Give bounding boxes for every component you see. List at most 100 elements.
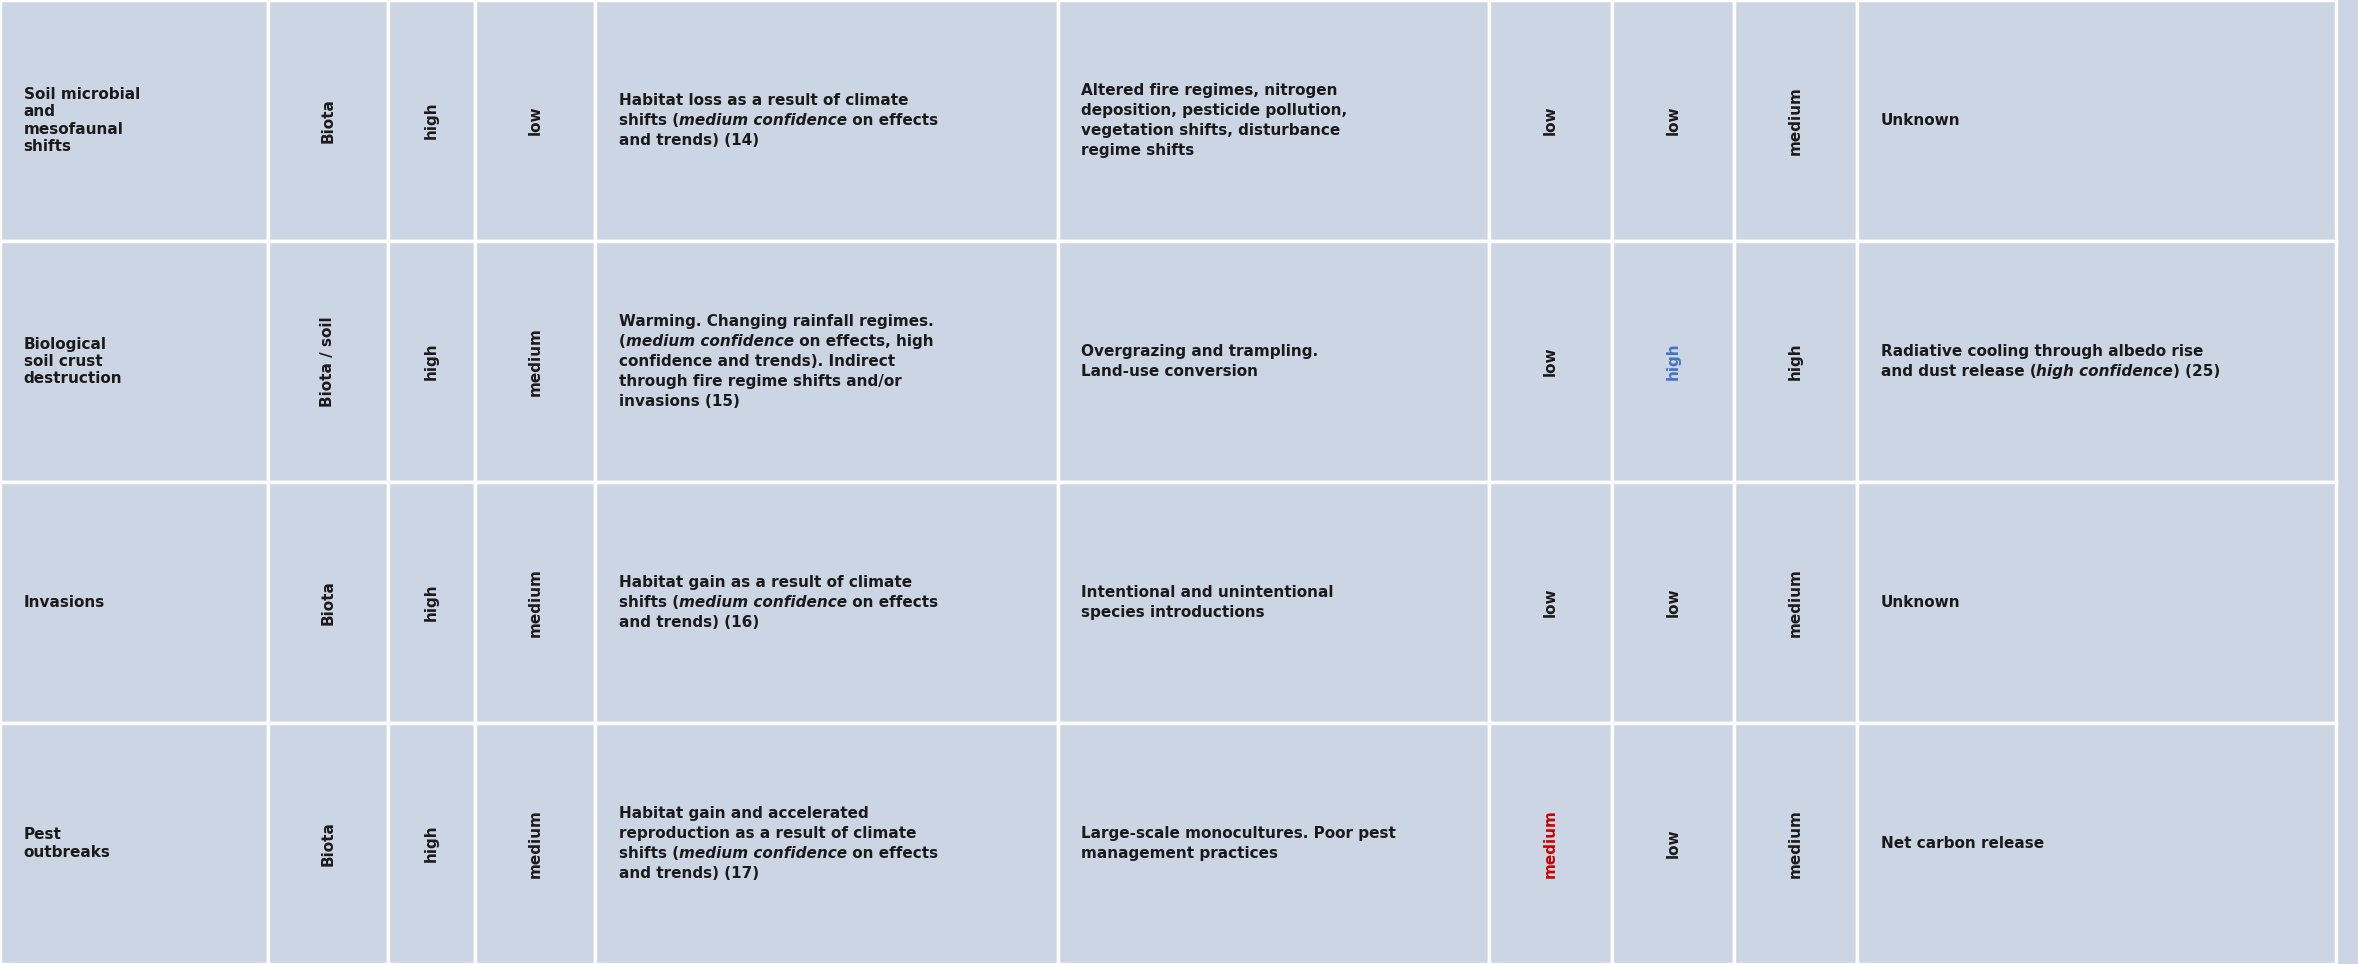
Bar — [387, 241, 476, 482]
Text: on effects: on effects — [847, 113, 938, 128]
Text: high: high — [424, 583, 439, 622]
Bar — [387, 482, 476, 723]
Text: medium confidence: medium confidence — [625, 334, 795, 349]
Text: low: low — [1665, 588, 1681, 617]
Bar — [1735, 241, 1858, 482]
Text: Intentional and unintentional: Intentional and unintentional — [1080, 585, 1335, 600]
Text: medium confidence: medium confidence — [679, 595, 847, 610]
Bar — [266, 723, 387, 964]
Text: shifts (: shifts ( — [618, 595, 679, 610]
Text: Biota: Biota — [321, 580, 335, 625]
Bar — [476, 482, 594, 723]
Bar — [594, 0, 1059, 241]
Text: Large-scale monocultures. Poor pest: Large-scale monocultures. Poor pest — [1080, 826, 1396, 841]
Text: Biological
soil crust
destruction: Biological soil crust destruction — [24, 336, 123, 387]
Bar — [594, 241, 1059, 482]
Text: medium: medium — [1787, 86, 1804, 155]
Text: Radiative cooling through albedo rise: Radiative cooling through albedo rise — [1882, 344, 2202, 359]
Text: Overgrazing and trampling.: Overgrazing and trampling. — [1080, 344, 1318, 359]
Text: Habitat gain and accelerated: Habitat gain and accelerated — [618, 806, 868, 820]
Bar — [476, 241, 594, 482]
Text: and trends) (16): and trends) (16) — [618, 615, 759, 630]
Text: high: high — [424, 342, 439, 381]
Text: on effects: on effects — [847, 846, 938, 861]
Text: shifts (: shifts ( — [618, 113, 679, 128]
Text: Invasions: Invasions — [24, 595, 104, 610]
Text: low: low — [1542, 106, 1559, 135]
Bar — [1059, 723, 1490, 964]
Text: and dust release (: and dust release ( — [1882, 364, 2037, 379]
Bar — [1613, 0, 1735, 241]
Text: Altered fire regimes, nitrogen: Altered fire regimes, nitrogen — [1080, 83, 1337, 97]
Bar — [1490, 241, 1613, 482]
Bar — [266, 482, 387, 723]
Bar — [1059, 0, 1490, 241]
Text: Biota / soil: Biota / soil — [321, 316, 335, 407]
Text: low: low — [1665, 106, 1681, 135]
Text: Warming. Changing rainfall regimes.: Warming. Changing rainfall regimes. — [618, 313, 934, 329]
Text: low: low — [528, 106, 542, 135]
Text: management practices: management practices — [1080, 846, 1278, 861]
Text: through fire regime shifts and/or: through fire regime shifts and/or — [618, 374, 901, 389]
Bar — [476, 723, 594, 964]
Text: reproduction as a result of climate: reproduction as a result of climate — [618, 826, 917, 841]
Text: medium: medium — [1787, 809, 1804, 878]
Bar — [266, 0, 387, 241]
Bar — [1613, 241, 1735, 482]
Text: (: ( — [618, 334, 625, 349]
Bar — [1613, 723, 1735, 964]
Bar — [1059, 482, 1490, 723]
Bar — [476, 0, 594, 241]
Bar — [1858, 0, 2334, 241]
Text: medium confidence: medium confidence — [679, 113, 847, 128]
Bar — [387, 0, 476, 241]
Text: medium: medium — [1542, 809, 1559, 878]
Text: Land-use conversion: Land-use conversion — [1080, 364, 1259, 379]
Text: on effects, high: on effects, high — [795, 334, 934, 349]
Text: regime shifts: regime shifts — [1080, 144, 1196, 158]
Text: deposition, pesticide pollution,: deposition, pesticide pollution, — [1080, 103, 1346, 118]
Text: and trends) (14): and trends) (14) — [618, 133, 759, 148]
Text: and trends) (17): and trends) (17) — [618, 867, 759, 881]
Text: Net carbon release: Net carbon release — [1882, 836, 2044, 851]
Text: Unknown: Unknown — [1882, 113, 1959, 128]
Bar — [1490, 482, 1613, 723]
Text: high: high — [424, 101, 439, 140]
Text: vegetation shifts, disturbance: vegetation shifts, disturbance — [1080, 123, 1339, 138]
Bar — [0, 482, 266, 723]
Text: medium: medium — [528, 327, 542, 396]
Text: invasions (15): invasions (15) — [618, 394, 740, 410]
Text: low: low — [1542, 347, 1559, 376]
Bar — [1858, 241, 2334, 482]
Text: Biota: Biota — [321, 821, 335, 866]
Bar — [1858, 482, 2334, 723]
Bar — [266, 241, 387, 482]
Text: high: high — [1665, 342, 1681, 381]
Bar — [1490, 723, 1613, 964]
Text: medium: medium — [528, 568, 542, 637]
Text: medium: medium — [528, 809, 542, 878]
Text: Unknown: Unknown — [1882, 595, 1959, 610]
Text: high: high — [424, 824, 439, 863]
Bar — [0, 0, 266, 241]
Bar — [0, 241, 266, 482]
Text: Soil microbial
and
mesofaunal
shifts: Soil microbial and mesofaunal shifts — [24, 87, 139, 154]
Text: ) (25): ) (25) — [2174, 364, 2221, 379]
Bar — [1735, 0, 1858, 241]
Text: high: high — [1787, 342, 1804, 381]
Text: Biota: Biota — [321, 98, 335, 143]
Text: medium: medium — [1787, 568, 1804, 637]
Bar — [1613, 482, 1735, 723]
Bar — [594, 723, 1059, 964]
Text: species introductions: species introductions — [1080, 605, 1264, 620]
Bar — [1490, 0, 1613, 241]
Text: Habitat gain as a result of climate: Habitat gain as a result of climate — [618, 575, 913, 590]
Bar — [594, 482, 1059, 723]
Bar — [1059, 241, 1490, 482]
Text: medium confidence: medium confidence — [679, 846, 847, 861]
Text: high confidence: high confidence — [2037, 364, 2174, 379]
Text: Habitat loss as a result of climate: Habitat loss as a result of climate — [618, 93, 908, 108]
Text: on effects: on effects — [847, 595, 938, 610]
Text: shifts (: shifts ( — [618, 846, 679, 861]
Text: confidence and trends). Indirect: confidence and trends). Indirect — [618, 354, 896, 369]
